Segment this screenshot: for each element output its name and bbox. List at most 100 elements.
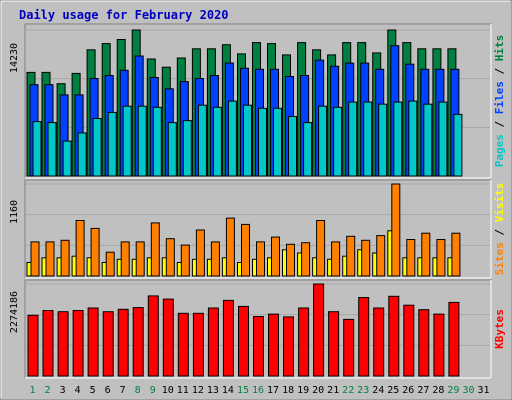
hits-files-pages-bar-pages-day-1: [32, 121, 42, 177]
x-tick-label-day-23: 23: [357, 385, 369, 396]
sites-visits-bar-sites-day-7: [120, 241, 130, 277]
kbytes-bar-kbytes-day-15: [238, 305, 249, 377]
sites-visits-bar-sites-day-28: [436, 239, 446, 277]
sites-visits-bar-sites-day-13: [210, 241, 220, 277]
kbytes-bar-kbytes-day-13: [207, 307, 219, 377]
sites-visits-panel: 1160 Sites / Visits: [9, 179, 506, 279]
x-tick-label-day-7: 7: [120, 385, 126, 396]
kbytes-bar-kbytes-day-22: [343, 318, 355, 377]
hits-files-pages-bar-pages-day-5: [92, 118, 102, 177]
hits-files-pages-bar-pages-day-13: [212, 106, 222, 177]
hits-files-pages-bar-pages-day-3: [62, 140, 72, 177]
hits-files-pages-bar-pages-day-6: [107, 111, 117, 177]
x-tick-label-day-20: 20: [312, 385, 324, 396]
x-tick-label-day-3: 3: [60, 385, 66, 396]
chart-title: Daily usage for February 2020: [19, 8, 229, 22]
x-tick-label-day-30: 30: [462, 385, 474, 396]
x-tick-label-day-15: 15: [237, 385, 249, 396]
kbytes-bar-kbytes-day-7: [117, 308, 129, 377]
hits-files-pages-bar-pages-day-12: [197, 104, 207, 177]
kbytes-ymax-label: 2274186: [9, 291, 20, 333]
sites-visits-bar-sites-day-3: [60, 239, 70, 277]
x-tick-label-day-17: 17: [267, 385, 279, 396]
kbytes-bar-kbytes-day-8: [132, 307, 144, 377]
kbytes-bar-kbytes-day-25: [388, 295, 400, 377]
hits-files-pages-bar-pages-day-9: [152, 106, 162, 177]
hits-files-pages-bar-pages-day-26: [408, 100, 418, 177]
x-tick-label-day-21: 21: [327, 385, 339, 396]
x-tick-label-day-14: 14: [222, 385, 234, 396]
hits-files-pages-bar-pages-day-23: [363, 101, 373, 177]
kbytes-bar-kbytes-day-19: [298, 307, 310, 377]
sites-visits-bar-sites-day-20: [316, 220, 326, 277]
sites-visits-bar-sites-day-23: [361, 239, 371, 277]
hits-files-pages-bar-pages-day-15: [243, 104, 252, 177]
sites-visits-bar-sites-day-17: [271, 236, 280, 277]
sites-visits-bar-sites-day-26: [406, 239, 416, 277]
kbytes-bar-kbytes-day-18: [283, 316, 294, 377]
x-tick-label-day-22: 22: [342, 385, 354, 396]
hits-files-pages-bar-pages-day-21: [333, 106, 343, 177]
x-tick-label-day-28: 28: [432, 385, 444, 396]
kbytes-bar-kbytes-day-29: [448, 301, 460, 377]
kbytes-bar-kbytes-day-9: [147, 295, 159, 377]
sites-visits-bar-sites-day-6: [105, 251, 115, 277]
kbytes-bar-kbytes-day-24: [373, 307, 385, 377]
sites-visits-bar-sites-day-24: [376, 235, 386, 277]
x-tick-label-day-24: 24: [372, 385, 384, 396]
sites-visits-bar-sites-day-9: [150, 222, 160, 277]
x-tick-label-day-10: 10: [162, 385, 174, 396]
sites-visits-bar-sites-day-14: [225, 217, 235, 277]
sites-visits-bar-sites-day-21: [331, 241, 341, 277]
sites-visits-bar-sites-day-4: [75, 220, 85, 277]
kbytes-bar-kbytes-day-6: [102, 311, 114, 377]
hits-files-pages-bar-pages-day-2: [47, 122, 57, 177]
hits-files-pages-bar-pages-day-29: [453, 113, 463, 177]
sites-visits-bar-sites-day-8: [135, 241, 145, 277]
kbytes-bar-kbytes-day-17: [268, 313, 279, 377]
hits-files-pages-bar-pages-day-7: [122, 105, 132, 177]
sites-visits-bar-sites-day-19: [301, 242, 311, 277]
kbytes-bar-kbytes-day-26: [403, 304, 415, 377]
kbytes-bar-kbytes-day-10: [162, 298, 174, 377]
x-tick-label-day-12: 12: [192, 385, 204, 396]
hits-files-pages-bar-pages-day-11: [182, 120, 192, 177]
hits-files-pages-panel: 14230 Pages / Files / Hits: [9, 23, 506, 179]
kbytes-bar-kbytes-day-23: [358, 297, 370, 377]
sites-visits-bar-sites-day-5: [90, 227, 100, 277]
sites-visits-ymax-label: 1160: [9, 200, 20, 224]
x-tick-label-day-8: 8: [135, 385, 141, 396]
hits-files-pages-bar-pages-day-17: [273, 107, 282, 177]
x-tick-label-day-5: 5: [90, 385, 96, 396]
kbytes-bar-kbytes-day-12: [192, 312, 204, 377]
hits-files-pages-bar-pages-day-10: [167, 122, 177, 177]
hits-files-pages-bar-pages-day-25: [393, 101, 403, 177]
x-tick-label-day-13: 13: [207, 385, 219, 396]
hits-files-pages-side-legend: Pages / Files / Hits: [493, 35, 506, 168]
sites-visits-bar-sites-day-22: [346, 235, 356, 277]
kbytes-bar-kbytes-day-20: [313, 283, 325, 377]
hits-files-pages-bar-pages-day-16: [258, 107, 267, 177]
kbytes-bar-kbytes-day-1: [27, 314, 39, 377]
sites-visits-bar-sites-day-16: [256, 241, 265, 277]
hits-files-pages-bar-pages-day-4: [77, 132, 87, 177]
sites-visits-bar-sites-day-27: [421, 232, 431, 277]
x-tick-label-day-16: 16: [252, 385, 264, 396]
x-tick-label-day-2: 2: [44, 385, 50, 396]
kbytes-bar-kbytes-day-11: [177, 312, 189, 377]
sites-visits-bar-sites-day-10: [165, 238, 175, 277]
sites-visits-bar-sites-day-15: [241, 223, 250, 277]
sites-visits-bar-sites-day-25: [391, 183, 401, 277]
x-axis-day-labels: 1 2 3 4 5 6 7 8 9 10 11 12 13 14 15 16 17 18 19 20 21 22 23 24 2…: [29, 385, 489, 396]
x-tick-label-day-1: 1: [29, 385, 35, 396]
sites-visits-bar-sites-day-12: [195, 229, 205, 277]
hits-files-pages-bar-pages-day-18: [288, 116, 297, 177]
kbytes-bar-kbytes-day-5: [87, 307, 99, 377]
sites-visits-bar-sites-day-2: [45, 241, 55, 277]
kbytes-bar-kbytes-day-27: [418, 309, 430, 377]
x-tick-label-day-27: 27: [417, 385, 429, 396]
kbytes-bar-kbytes-day-21: [328, 311, 340, 377]
hits-files-pages-bar-pages-day-28: [438, 101, 448, 177]
hits-files-pages-bar-pages-day-24: [378, 103, 388, 177]
